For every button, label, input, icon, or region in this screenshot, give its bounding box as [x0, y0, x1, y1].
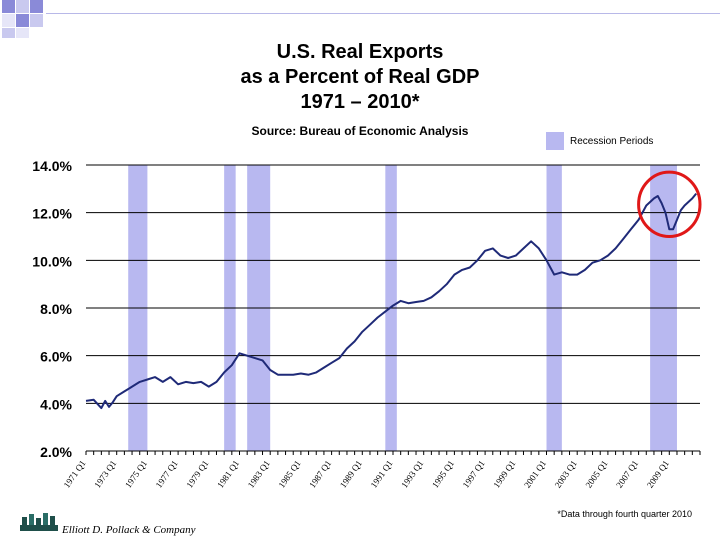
x-tick-label: 1991 Q1 [369, 458, 395, 489]
company-name: Elliott D. Pollack & Company [62, 524, 196, 536]
y-tick-label: 8.0% [40, 301, 72, 317]
x-tick-label: 1981 Q1 [215, 458, 241, 489]
y-tick-label: 4.0% [40, 396, 72, 412]
decor-square-3 [30, 0, 43, 13]
x-tick-label: 1975 Q1 [123, 458, 149, 489]
series-line-1 [85, 192, 697, 410]
x-tick-label: 2001 Q1 [522, 458, 548, 489]
x-tick-label: 1989 Q1 [338, 458, 364, 489]
x-tick-label: 1979 Q1 [184, 458, 210, 489]
y-tick-label: 2.0% [40, 444, 72, 460]
title-line-2: as a Percent of Real GDP [240, 66, 480, 88]
title-line-1: U.S. Real Exports [276, 41, 444, 63]
x-tick-label: 2003 Q1 [553, 458, 579, 489]
decor-square-6 [30, 14, 43, 27]
decor-square-5 [2, 14, 15, 27]
decorative-squares [2, 0, 43, 38]
y-tick-label: 6.0% [40, 349, 72, 365]
decor-square-1 [2, 0, 15, 13]
chart-title: U.S. Real Exports as a Percent of Real G… [170, 40, 550, 115]
decor-square-8 [16, 28, 29, 38]
source-label: Source: Bureau of Economic Analysis [251, 124, 469, 138]
x-tick-label: 1993 Q1 [399, 458, 425, 489]
x-tick-label: 1985 Q1 [276, 458, 302, 489]
decor-square-2 [16, 0, 29, 13]
x-tick-label: 1999 Q1 [491, 458, 517, 489]
y-tick-label: 12.0% [32, 206, 72, 222]
x-tick-label: 1997 Q1 [461, 458, 487, 489]
decor-square-4 [16, 14, 29, 27]
x-tick-label: 1987 Q1 [307, 458, 333, 489]
company-logo-icon [20, 513, 58, 531]
x-tick-label: 1973 Q1 [92, 458, 118, 489]
highlight-circle [637, 170, 702, 238]
x-tick-label: 2007 Q1 [614, 458, 640, 489]
decor-square-7 [2, 28, 15, 38]
x-tick-label: 1995 Q1 [430, 458, 456, 489]
title-line-3: 1971 – 2010* [300, 91, 420, 113]
y-tick-label: 10.0% [32, 253, 72, 269]
x-tick-label: 1977 Q1 [154, 458, 180, 489]
y-tick-label: 14.0% [32, 158, 72, 174]
legend-swatch-recession [546, 132, 564, 150]
x-tick-label: 1983 Q1 [246, 458, 272, 489]
x-tick-label: 2005 Q1 [583, 458, 609, 489]
x-tick-label: 2009 Q1 [645, 458, 671, 489]
footnote: *Data through fourth quarter 2010 [557, 509, 692, 519]
x-tick-label: 1971 Q1 [62, 458, 88, 489]
legend: Recession Periods [546, 132, 653, 150]
legend-label: Recession Periods [570, 135, 654, 147]
top-rule [46, 13, 720, 14]
